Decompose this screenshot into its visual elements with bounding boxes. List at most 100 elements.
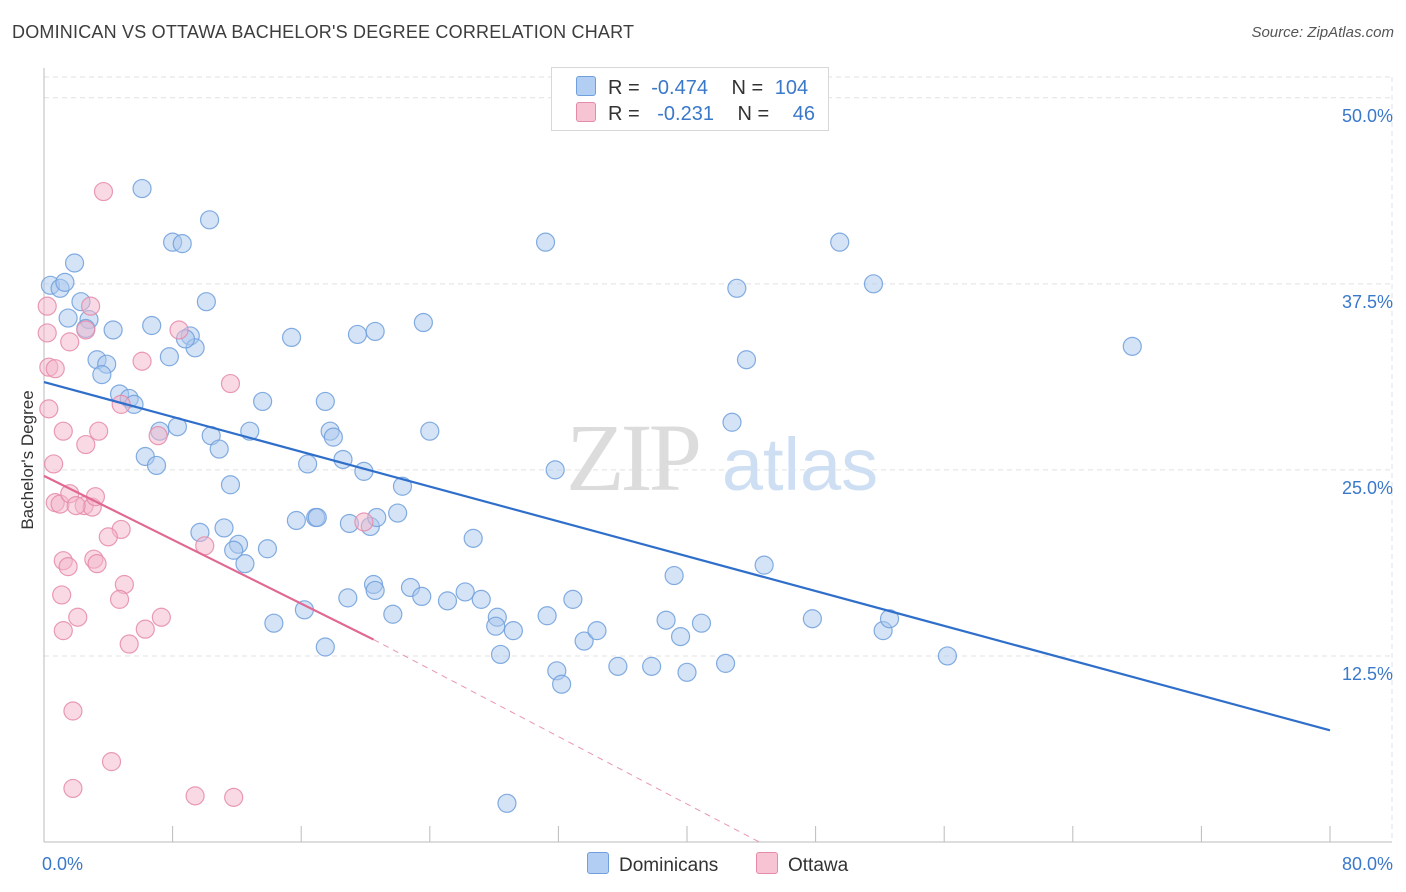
dominican-point [736,350,757,370]
legend-n-label-blue: N = [731,77,764,99]
dominican-point [264,613,284,633]
ottawa-point [44,454,64,474]
watermark: ZIP atlas [566,404,878,511]
ottawa-point [68,607,88,627]
dominican-point [323,427,343,447]
ottawa-point [52,585,72,605]
ottawa-point [98,527,118,547]
legend-r-value-blue: -0.474 [651,77,708,99]
source-credit: Source: ZipAtlas.com [1251,24,1394,41]
dominican-point [727,278,747,298]
dominican-point [754,555,774,575]
dominican-point [224,540,244,560]
dominican-point [338,588,358,608]
dominican-point [58,308,78,328]
dominican-point [294,600,315,620]
ottawa-point [37,296,57,316]
legend-row-dominicans: R = -0.474 N = 104 [576,76,808,100]
ottawa-point [101,752,122,772]
dominican-point [413,312,433,333]
legend-n-value-blue: 104 [774,77,809,99]
legend-swatch-blue [576,76,596,96]
ottawa-point [220,373,241,394]
ottawa-trend-line-extension [373,639,760,843]
dominican-point [253,391,273,412]
ottawa-point [87,554,107,574]
x-tick-label-max: 80.0% [1342,854,1393,874]
dominican-point [315,637,335,657]
ottawa-point [119,634,139,654]
legend-r-label-pink: R = [608,103,640,125]
legend-n-value-pink: 46 [792,103,816,125]
ottawa-point [58,557,78,577]
ottawa-point [148,426,168,446]
dominican-point [235,554,255,574]
dominican-point [486,616,506,636]
ottawa-point [63,778,83,799]
dominican-point [214,518,234,538]
bottom-legend-swatch-blue [587,852,609,874]
dominican-point [420,421,440,441]
dominican-point [64,253,85,273]
dominican-point [715,653,736,673]
legend-n-label-pink: N = [737,103,770,125]
bottom-legend-label-dominicans: Dominicans [619,855,719,876]
dominican-point [388,503,408,523]
ottawa-point [60,332,80,352]
dominican-point [220,475,241,495]
legend-swatch-pink [576,102,596,122]
dominican-point [937,646,958,666]
dominican-point [1122,336,1142,356]
ottawa-trend-line [43,474,375,641]
dominican-point [664,565,684,586]
dominican-point [281,327,302,348]
bottom-legend-swatch-pink [756,852,778,874]
ottawa-point [354,512,374,532]
bottom-legend-dominicans: Dominicans [587,852,718,877]
ottawa-point [76,434,96,455]
ottawa-point [53,421,73,441]
dominican-point [642,656,662,676]
ottawa-point [185,786,205,806]
dominican-point [563,589,583,609]
dominican-point [535,232,556,252]
ottawa-point [66,496,86,516]
dominican-point [298,454,318,474]
dominican-point [92,365,112,385]
dominican-point [172,234,192,254]
dominican-point [677,662,697,682]
ottawa-point [37,323,57,343]
ottawa-point [76,320,96,340]
dominican-point [412,586,432,607]
bottom-legend-ottawa: Ottawa [756,852,848,877]
y-tick-label: 50.0% [1342,106,1393,126]
legend-r-label-blue: R = [608,77,640,99]
dominican-point [722,412,742,432]
dominican-point [455,582,475,602]
dominican-point [574,631,594,651]
ottawa-point [45,359,65,379]
dominican-point [863,274,884,294]
ottawa-point [132,351,152,371]
dominican-point [146,455,167,476]
dominican-point [545,460,565,480]
ottawa-point [85,487,106,507]
dominican-point [365,580,385,601]
dominican-point [437,591,458,611]
y-tick-label: 25.0% [1342,478,1393,498]
ottawa-point [224,787,244,807]
dominican-point [196,292,216,312]
dominican-point [537,606,557,626]
bottom-legend-label-ottawa: Ottawa [788,855,849,876]
dominican-point [392,476,413,496]
dominican-point [879,609,900,629]
dominican-point [257,539,278,559]
ottawa-point [93,181,114,202]
chart-title: DOMINICAN VS OTTAWA BACHELOR'S DEGREE CO… [12,22,635,42]
dominican-point [286,510,306,531]
gridlines [44,76,1393,842]
dominican-point [802,609,822,629]
y-tick-label: 37.5% [1342,292,1393,312]
axes [43,68,1392,843]
